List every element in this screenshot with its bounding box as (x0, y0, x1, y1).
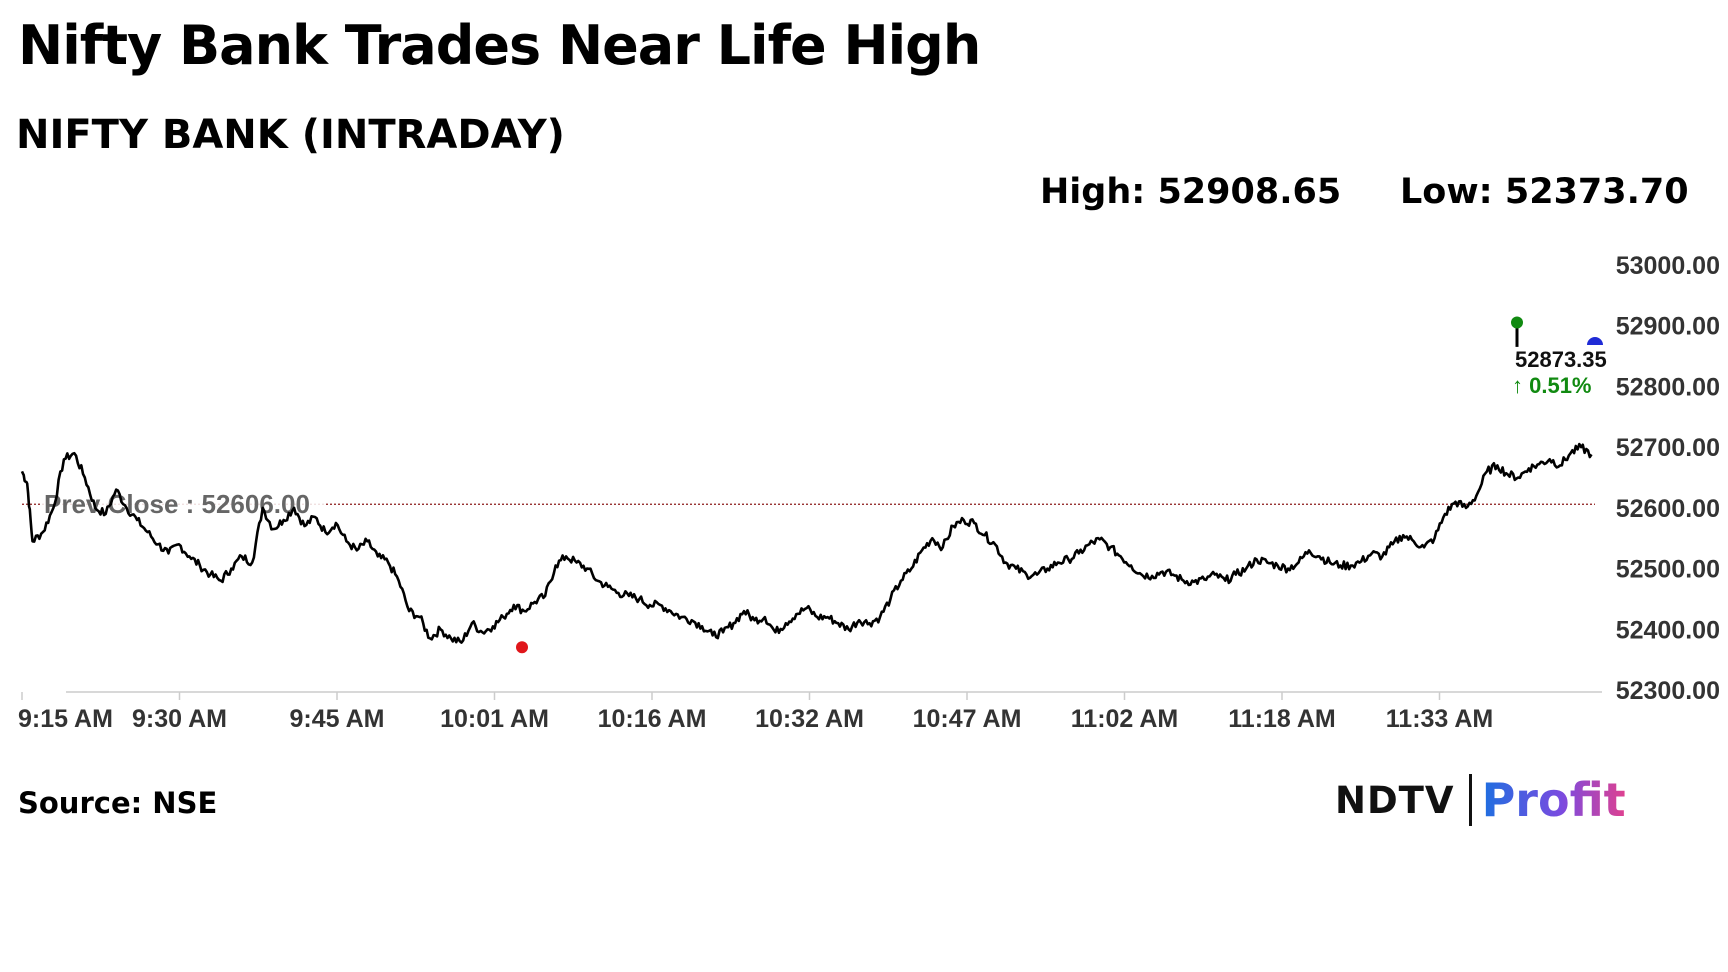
x-tick-label: 9:30 AM (132, 705, 227, 733)
change-percent-label: ↑ 0.51% (1512, 373, 1592, 398)
y-tick-label: 53000.00 (1616, 252, 1720, 280)
day-low-marker (516, 641, 528, 654)
low-label: Low: 52373.70 (1400, 172, 1689, 212)
price-line (20, 442, 1593, 644)
x-tick-label: 10:32 AM (755, 705, 864, 733)
chart-markers: 52873.35↑ 0.51% (516, 316, 1607, 654)
x-tick-label: 11:02 AM (1071, 705, 1178, 733)
x-tick-label: 11:33 AM (1386, 705, 1493, 733)
source-label: Source: NSE (18, 786, 218, 820)
x-tick-label: 9:45 AM (290, 705, 385, 733)
page-title: Nifty Bank Trades Near Life High (18, 14, 981, 77)
prev-close-label: Prev Close : 52606.00 (44, 489, 310, 519)
x-tick-label: 9:15 AM (18, 705, 113, 733)
last-price-marker (1587, 337, 1603, 345)
y-tick-label: 52400.00 (1616, 616, 1720, 644)
ndtv-profit-logo: NDTV Profit (1335, 772, 1626, 828)
chart-subtitle: NIFTY BANK (INTRADAY) (16, 112, 565, 158)
logo-divider (1468, 774, 1472, 826)
prev-close-group: Prev Close : 52606.00 (22, 484, 1595, 521)
chart-axes: 9:15 AM 9:30 AM 9:45 AM 10:01 AM 10:16 AM 10:… (18, 252, 1720, 733)
x-tick-label: 10:16 AM (598, 705, 707, 733)
profit-logo-text: Profit (1481, 773, 1626, 827)
y-tick-label: 52500.00 (1616, 556, 1720, 584)
y-tick-label: 52300.00 (1616, 677, 1720, 705)
day-high-marker (1511, 316, 1523, 329)
x-tick-label: 10:01 AM (440, 705, 549, 733)
price-series (20, 442, 1593, 644)
x-tick-label: 11:18 AM (1228, 705, 1335, 733)
y-tick-label: 52600.00 (1616, 495, 1720, 523)
prev-close-label-bg (40, 484, 324, 521)
y-tick-label: 52900.00 (1616, 313, 1720, 341)
ndtv-logo-text: NDTV (1335, 778, 1455, 822)
last-price-label: 52873.35 (1515, 347, 1607, 372)
intraday-line-chart: 9:15 AM 9:30 AM 9:45 AM 10:01 AM 10:16 AM 10:… (18, 252, 1720, 733)
y-tick-label: 52700.00 (1616, 434, 1720, 462)
high-label: High: 52908.65 (1040, 172, 1342, 212)
x-tick-label: 10:47 AM (913, 705, 1022, 733)
y-tick-label: 52800.00 (1616, 373, 1720, 401)
